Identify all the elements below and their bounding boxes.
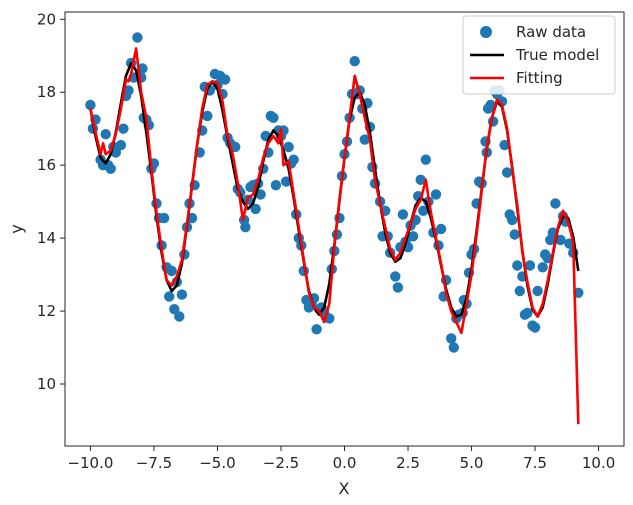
raw-data-point	[522, 307, 533, 319]
raw-data-point	[288, 154, 299, 165]
raw-data-point	[202, 110, 213, 122]
legend: Raw data True model Fitting	[462, 15, 616, 95]
raw-data-point	[219, 74, 231, 85]
raw-data-point	[407, 231, 419, 242]
raw-data-point	[397, 209, 409, 220]
raw-data-point	[169, 304, 180, 315]
raw-data-point	[115, 139, 127, 151]
raw-data-point	[448, 342, 459, 353]
raw-data-point	[85, 99, 96, 111]
legend-true-label: True model	[515, 46, 599, 64]
y-axis: 10 12 14 16 18 20	[37, 10, 65, 393]
legend-raw-marker	[480, 26, 492, 38]
raw-data-point	[485, 99, 496, 111]
raw-data-point	[311, 324, 322, 335]
raw-data-point	[390, 271, 401, 282]
x-tick-label: −10.0	[67, 454, 113, 472]
y-axis-label: y	[7, 224, 26, 233]
raw-data-series	[85, 32, 584, 353]
raw-data-point	[283, 141, 294, 153]
raw-data-point	[501, 167, 513, 178]
y-tick-label: 16	[37, 156, 56, 174]
raw-data-point	[270, 180, 282, 191]
raw-data-point	[435, 223, 447, 235]
raw-data-point	[255, 189, 266, 200]
y-tick-label: 10	[37, 375, 56, 393]
raw-data-point	[164, 291, 175, 302]
x-tick-label: 10.0	[582, 454, 615, 472]
raw-data-point	[537, 262, 548, 273]
raw-data-point	[118, 123, 129, 134]
legend-fit-label: Fitting	[516, 69, 563, 87]
raw-data-point	[532, 285, 543, 297]
legend-raw-label: Raw data	[516, 23, 586, 41]
y-tick-label: 18	[37, 83, 56, 101]
raw-data-point	[529, 322, 541, 333]
x-tick-label: 2.5	[396, 454, 420, 472]
raw-data-point	[280, 176, 292, 187]
x-axis: −10.0 −7.5 −5.0 −2.5 0.0 2.5 5.0 7.5 10.0	[67, 446, 615, 472]
raw-data-point	[166, 265, 177, 277]
x-tick-label: −5.0	[199, 454, 235, 472]
raw-data-point	[430, 189, 442, 200]
x-tick-label: 5.0	[460, 454, 484, 472]
x-tick-label: 7.5	[523, 454, 547, 472]
y-tick-label: 14	[37, 229, 56, 247]
raw-data-point	[418, 205, 429, 216]
raw-data-point	[555, 234, 566, 246]
fitting-series	[89, 47, 580, 425]
raw-data-point	[499, 139, 510, 151]
raw-data-point	[514, 285, 525, 297]
x-tick-label: −2.5	[263, 454, 299, 472]
legend-box	[462, 15, 616, 95]
raw-data-point	[268, 112, 279, 124]
raw-data-point	[509, 229, 520, 240]
raw-data-point	[446, 333, 457, 344]
raw-data-point	[132, 32, 143, 43]
raw-data-point	[158, 212, 170, 224]
raw-data-point	[110, 147, 122, 158]
raw-data-point	[392, 282, 404, 293]
raw-data-point	[415, 174, 426, 185]
raw-data-point	[174, 311, 185, 322]
x-tick-label: 0.0	[333, 454, 357, 472]
raw-data-point	[123, 85, 134, 96]
raw-data-point	[105, 163, 116, 174]
x-tick-label: −7.5	[136, 454, 172, 472]
raw-data-point	[176, 289, 188, 300]
raw-data-point	[550, 198, 561, 209]
raw-data-point	[349, 56, 360, 67]
y-tick-label: 20	[37, 10, 56, 28]
x-axis-label: X	[339, 479, 350, 498]
raw-data-point	[524, 260, 536, 271]
raw-data-point	[512, 260, 523, 271]
fitting-line	[89, 47, 580, 425]
raw-data-point	[100, 129, 111, 140]
y-tick-label: 12	[37, 302, 56, 320]
raw-data-point	[359, 134, 370, 145]
raw-data-point	[250, 203, 261, 215]
raw-data-point	[420, 154, 431, 165]
raw-data-point	[507, 214, 518, 226]
raw-data-point	[240, 222, 251, 233]
